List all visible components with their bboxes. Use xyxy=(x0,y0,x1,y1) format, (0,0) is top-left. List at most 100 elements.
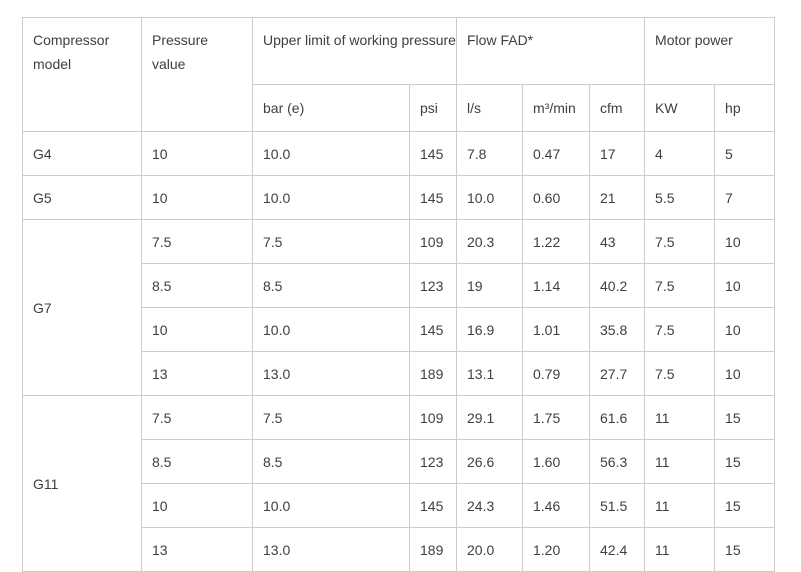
cell-kw: 7.5 xyxy=(644,263,716,308)
cell-model: G5 xyxy=(22,175,142,220)
cell-ls: 10.0 xyxy=(456,175,523,220)
cell-psi: 123 xyxy=(409,263,457,308)
cell-cfm: 61.6 xyxy=(588,395,646,440)
cell-hp: 10 xyxy=(714,219,776,264)
header-motor-power-group: Motor power xyxy=(644,17,776,85)
cell-hp: 10 xyxy=(714,263,776,308)
cell-m3min: 1.60 xyxy=(522,439,590,484)
cell-cfm: 40.2 xyxy=(588,263,646,308)
header-upper-limit-group: Upper limit of working pressure xyxy=(252,17,457,85)
header-compressor-model: Compressor model xyxy=(22,17,142,132)
cell-kw: 7.5 xyxy=(644,351,716,396)
table-row-g4: G4 10 10.0 145 7.8 0.47 17 4 5 xyxy=(22,131,776,176)
cell-pressure: 10 xyxy=(141,131,253,176)
cell-psi: 109 xyxy=(409,219,457,264)
cell-bar: 7.5 xyxy=(252,219,410,264)
cell-cfm: 17 xyxy=(588,131,646,176)
table-row-g7-2: 8.5 8.5 123 19 1.14 40.2 7.5 10 xyxy=(23,263,776,308)
cell-ls: 24.3 xyxy=(456,483,523,528)
cell-pressure: 10 xyxy=(141,483,253,528)
cell-cfm: 27.7 xyxy=(588,351,646,396)
page: Compressor model Pressure value Upper li… xyxy=(22,17,776,572)
cell-psi: 145 xyxy=(409,175,457,220)
cell-kw: 5.5 xyxy=(644,175,716,220)
cell-hp: 7 xyxy=(714,175,776,220)
table-row-g11-1: G11 7.5 7.5 109 29.1 1.75 61.6 11 15 xyxy=(22,395,776,572)
cell-pressure: 10 xyxy=(141,175,253,220)
cell-kw: 11 xyxy=(644,527,716,572)
table-row-g7-4: 13 13.0 189 13.1 0.79 27.7 7.5 10 xyxy=(23,351,776,396)
cell-cfm: 51.5 xyxy=(588,483,646,528)
cell-cfm: 35.8 xyxy=(588,307,646,352)
cell-ls: 26.6 xyxy=(456,439,523,484)
cell-psi: 145 xyxy=(409,131,457,176)
cell-psi: 189 xyxy=(409,527,457,572)
cell-psi: 123 xyxy=(409,439,457,484)
cell-m3min: 1.01 xyxy=(522,307,590,352)
cell-bar: 10.0 xyxy=(252,131,410,176)
header-unit-psi: psi xyxy=(409,84,457,132)
cell-ls: 13.1 xyxy=(456,351,523,396)
cell-kw: 11 xyxy=(644,439,716,484)
cell-ls: 16.9 xyxy=(456,307,523,352)
table-row-g7-1: G7 7.5 7.5 109 20.3 1.22 43 7.5 10 xyxy=(22,219,776,396)
cell-cfm: 42.4 xyxy=(588,527,646,572)
cell-kw: 7.5 xyxy=(644,307,716,352)
header-unit-hp: hp xyxy=(714,84,776,132)
header-group-row: Compressor model Pressure value Upper li… xyxy=(22,17,776,132)
cell-psi: 109 xyxy=(409,395,457,440)
cell-pressure: 7.5 xyxy=(141,395,253,440)
header-unit-bar: bar (e) xyxy=(252,84,410,132)
cell-m3min: 1.22 xyxy=(522,219,590,264)
cell-pressure: 13 xyxy=(141,351,253,396)
cell-bar: 10.0 xyxy=(252,483,410,528)
cell-ls: 19 xyxy=(456,263,523,308)
cell-m3min: 0.47 xyxy=(522,131,590,176)
cell-bar: 13.0 xyxy=(252,527,410,572)
cell-ls: 20.3 xyxy=(456,219,523,264)
cell-bar: 10.0 xyxy=(252,175,410,220)
cell-m3min: 1.46 xyxy=(522,483,590,528)
cell-bar: 7.5 xyxy=(252,395,410,440)
table-row-g7-3: 10 10.0 145 16.9 1.01 35.8 7.5 10 xyxy=(23,307,776,352)
cell-cfm: 56.3 xyxy=(588,439,646,484)
cell-model: G11 xyxy=(22,395,142,572)
cell-bar: 10.0 xyxy=(252,307,410,352)
cell-ls: 29.1 xyxy=(456,395,523,440)
cell-pressure: 8.5 xyxy=(141,263,253,308)
header-pressure-value: Pressure value xyxy=(141,17,253,132)
cell-psi: 145 xyxy=(409,483,457,528)
cell-model: G7 xyxy=(22,219,142,396)
cell-kw: 7.5 xyxy=(644,219,716,264)
cell-m3min: 1.14 xyxy=(522,263,590,308)
cell-m3min: 1.20 xyxy=(522,527,590,572)
cell-kw: 11 xyxy=(644,395,716,440)
cell-hp: 15 xyxy=(714,395,776,440)
cell-psi: 145 xyxy=(409,307,457,352)
cell-ls: 7.8 xyxy=(456,131,523,176)
cell-m3min: 1.75 xyxy=(522,395,590,440)
header-unit-ls: l/s xyxy=(456,84,523,132)
cell-hp: 15 xyxy=(714,527,776,572)
cell-cfm: 43 xyxy=(588,219,646,264)
cell-hp: 10 xyxy=(714,307,776,352)
cell-pressure: 13 xyxy=(141,527,253,572)
cell-pressure: 8.5 xyxy=(141,439,253,484)
cell-m3min: 0.60 xyxy=(522,175,590,220)
header-units-row: bar (e) psi l/s m³/min cfm KW hp xyxy=(23,84,776,132)
cell-kw: 11 xyxy=(644,483,716,528)
cell-hp: 5 xyxy=(714,131,776,176)
cell-m3min: 0.79 xyxy=(522,351,590,396)
cell-bar: 13.0 xyxy=(252,351,410,396)
cell-hp: 15 xyxy=(714,439,776,484)
cell-bar: 8.5 xyxy=(252,263,410,308)
cell-kw: 4 xyxy=(644,131,716,176)
cell-bar: 8.5 xyxy=(252,439,410,484)
cell-cfm: 21 xyxy=(588,175,646,220)
cell-psi: 189 xyxy=(409,351,457,396)
cell-pressure: 10 xyxy=(141,307,253,352)
header-flow-fad-group: Flow FAD* xyxy=(455,17,646,85)
cell-ls: 20.0 xyxy=(456,527,523,572)
table-row-g5: G5 10 10.0 145 10.0 0.60 21 5.5 7 xyxy=(22,175,776,220)
cell-model: G4 xyxy=(22,131,142,176)
